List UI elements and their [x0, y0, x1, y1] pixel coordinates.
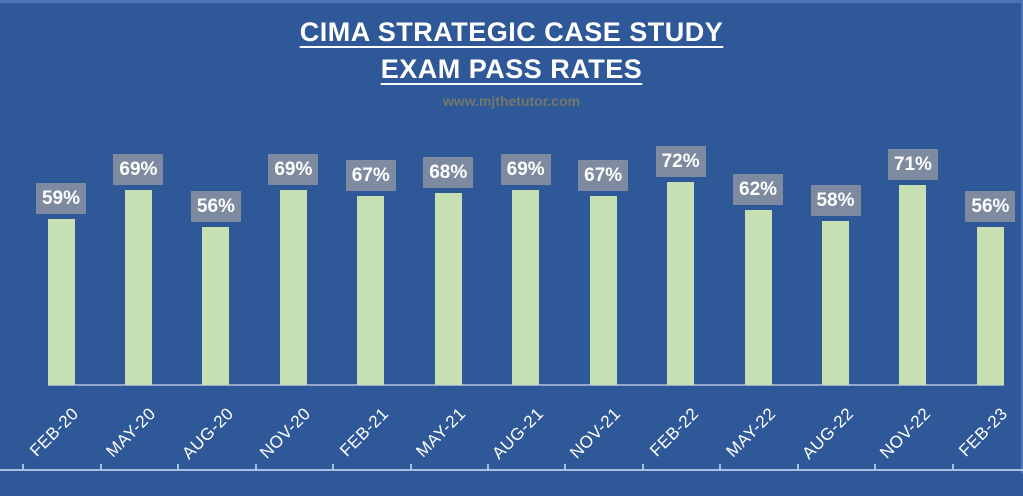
data-label-may-20: 69% — [113, 154, 164, 185]
bar-may-21 — [434, 193, 462, 385]
bottom-axis-tick — [486, 464, 489, 470]
data-label-feb-21: 67% — [345, 160, 396, 191]
data-label-feb-20: 59% — [36, 183, 86, 214]
bottom-axis-line — [0, 469, 1023, 471]
bottom-axis-tick — [409, 464, 412, 470]
bottom-axis-tick — [796, 464, 799, 470]
bar-feb-23 — [976, 227, 1004, 385]
bar-may-22 — [744, 210, 772, 385]
chart-title: CIMA STRATEGIC CASE STUDY EXAM PASS RATE… — [0, 14, 1023, 88]
bar-nov-21 — [589, 196, 617, 385]
top-edge-border — [0, 0, 1023, 3]
data-label-feb-23: 56% — [965, 191, 1016, 222]
bar-chart-plot-area: 59% FEB-20 69% MAY-20 56% AUG-20 69% NOV-20 67% F… — [0, 146, 1023, 471]
bottom-axis-tick — [177, 464, 180, 470]
bar-may-20 — [124, 190, 152, 385]
right-edge-border — [1021, 0, 1023, 474]
data-label-aug-22: 58% — [810, 185, 861, 216]
data-label-aug-20: 56% — [190, 191, 241, 222]
data-label-may-21: 68% — [423, 157, 474, 188]
watermark-url: www.mjthetutor.com — [442, 93, 581, 109]
bar-feb-20 — [47, 219, 75, 385]
bottom-axis-tick — [22, 464, 25, 470]
bottom-axis-tick — [254, 464, 257, 470]
bottom-axis-tick — [564, 464, 567, 470]
data-label-nov-21: 67% — [578, 160, 629, 191]
data-label-may-22: 62% — [733, 174, 784, 205]
bottom-axis-tick — [874, 464, 877, 470]
chart-title-line-1: CIMA STRATEGIC CASE STUDY — [299, 17, 724, 47]
bar-aug-21 — [512, 190, 540, 385]
data-label-aug-21: 69% — [500, 154, 551, 185]
bottom-axis-tick — [332, 464, 335, 470]
data-label-nov-22: 71% — [887, 149, 938, 180]
bar-feb-22 — [667, 182, 695, 385]
bar-nov-20 — [279, 190, 307, 385]
data-label-feb-22: 72% — [655, 146, 706, 177]
bar-aug-20 — [202, 227, 230, 385]
bottom-axis-tick — [99, 464, 102, 470]
bar-nov-22 — [899, 185, 927, 385]
x-axis-zero-line — [47, 384, 1004, 386]
bottom-axis-tick — [719, 464, 722, 470]
chart-title-line-2: EXAM PASS RATES — [380, 54, 643, 84]
bottom-axis-tick — [951, 464, 954, 470]
bar-feb-21 — [357, 196, 385, 385]
bottom-axis-tick — [641, 464, 644, 470]
data-label-nov-20: 69% — [268, 154, 319, 185]
bar-aug-22 — [822, 221, 849, 385]
